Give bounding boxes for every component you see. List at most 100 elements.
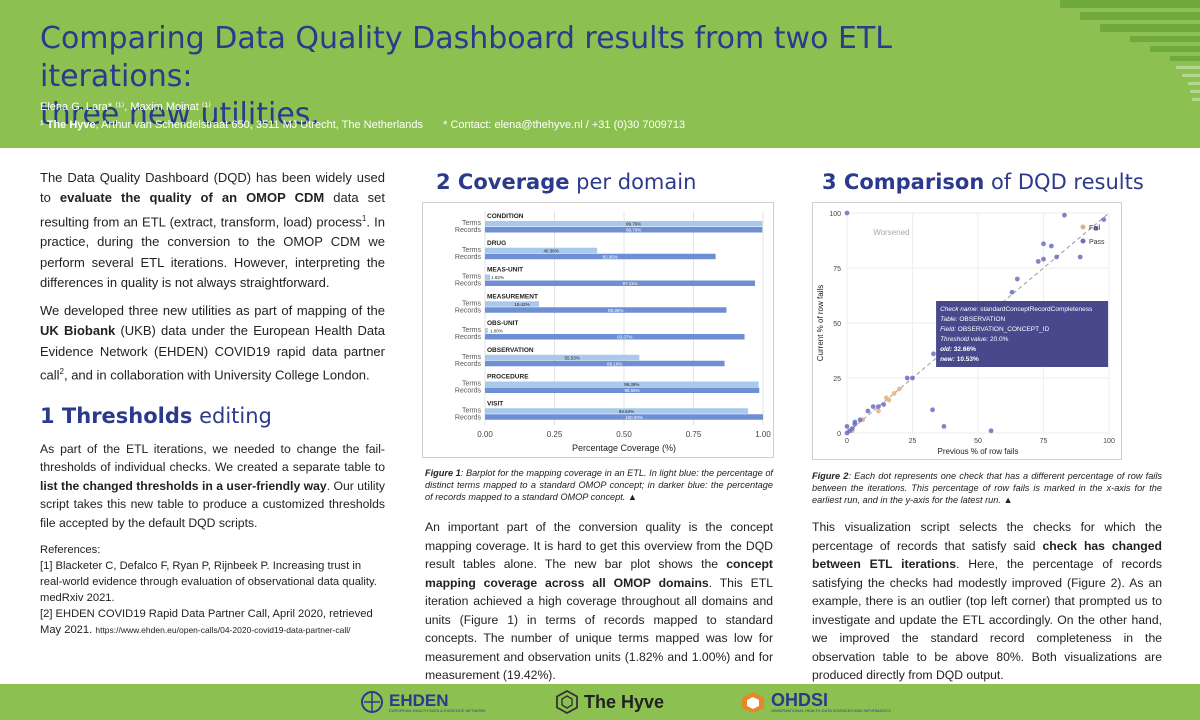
series-label-terms: Terms [462,407,482,414]
pass-point [857,417,863,423]
y-tick-label: 50 [833,321,841,328]
tooltip-key: Table: [940,316,959,323]
comparison-scatter-chart: 0 25 50 75 100 0 25 50 75 100 Worsened Previous % o… [816,210,1115,456]
pass-point [1077,254,1083,260]
records-data-label: 82.96% [603,254,618,259]
fail-point [886,397,892,403]
tooltip-value: 10.53% [957,356,979,363]
section-2-paragraph: An important part of the conversion qual… [425,520,773,682]
y-tick-label: 25 [833,376,841,383]
series-label-terms: Terms [462,327,482,334]
pass-point [904,375,910,381]
reference-1: [1] Blacketer C, Defalco F, Ryan P, Rijn… [40,560,377,605]
pass-point [910,375,915,381]
records-data-label: 98.65% [624,388,639,393]
category-label: MEASUREMENT [487,293,538,300]
poster-header: Comparing Data Quality Dashboard results… [0,0,1200,148]
references: References: [1] Blacketer C, Defalco F, … [40,542,385,638]
tooltip-line: Threshold value: 20.0% [940,336,1009,343]
category-label: CONDITION [487,213,524,220]
pass-point [1093,226,1099,231]
tooltip-value: OBSERVATION [959,316,1005,323]
series-label-records: Records [455,414,482,421]
poster-footer: EHDEN EUROPEAN HEALTH DATA & EVIDENCE NE… [0,684,1200,720]
tooltip-value: standardConceptRecordCompleteness [980,306,1093,313]
records-bar [485,227,763,233]
x-tick-label: 25 [909,438,917,445]
y-tick-label: 75 [833,266,841,273]
tooltip-line: old: 32.66% [940,346,976,353]
terms-bar [485,247,598,254]
fail-point [876,408,881,414]
tooltip-line: Field: OBSERVATION_CONCEPT_ID [940,326,1049,333]
records-data-label: 93.37% [617,335,632,340]
series-label-records: Records [455,281,482,288]
pass-point [844,424,850,429]
category-label: DRUG [487,240,506,247]
x-tick-label: 1.00 [755,430,771,439]
pass-point [1101,217,1107,222]
terms-data-label: 99.76% [626,222,641,227]
pass-point [876,404,881,409]
thehyve-wordmark: The Hyve [584,691,665,712]
terms-data-label: 55.53% [565,355,580,360]
pass-point [941,424,947,429]
series-label-records: Records [455,254,482,261]
terms-bar [485,408,749,414]
ehden-wordmark: EHDEN [389,690,449,710]
tooltip-box [936,301,1109,367]
x-tick-label: 0.75 [686,430,702,439]
y-tick-label: 0 [837,431,841,438]
series-label-terms: Terms [462,381,482,388]
intro-paragraph-1: The Data Quality Dashboard (DQD) has bee… [40,170,385,290]
ohdsi-subtitle: OBSERVATIONAL HEALTH DATA SCIENCES AND I… [771,708,891,713]
section-3-paragraph: This visualization script selects the ch… [812,520,1162,682]
series-label-terms: Terms [462,354,482,361]
terms-bar [485,381,759,387]
tooltip-key: Threshold value: [940,336,990,343]
pass-point [844,210,850,216]
section-3-paragraph-wrap: This visualization script selects the ch… [812,518,1162,685]
pass-point [881,402,887,407]
pass-point [1048,243,1054,249]
ehden-subtitle: EUROPEAN HEALTH DATA & EVIDENCE NETWORK [389,707,486,713]
tooltip-value: 32.66% [954,346,976,353]
series-label-terms: Terms [462,247,482,254]
series-label-terms: Terms [462,300,482,307]
terms-data-label: 1.00% [490,329,503,334]
figure-1-caption: Figure 1: Barplot for the mapping covera… [425,468,773,502]
affil-org: The Hyve [46,119,96,131]
y-tick-label: 100 [829,211,841,218]
terms-data-label: 94.64% [619,409,634,414]
tooltip-line: new: 10.53% [940,356,979,363]
records-bar [485,387,760,393]
pass-point [870,404,876,409]
terms-data-label: 1.82% [491,275,504,280]
left-column: The Data Quality Dashboard (DQD) has bee… [40,168,385,638]
thehyve-hexagon-icon [556,690,578,714]
series-label-records: Records [455,388,482,395]
y-axis-label: Current % of row fails [816,285,825,361]
pass-point [1041,241,1046,247]
series-label-terms: Terms [462,220,482,227]
series-label-records: Records [455,334,482,341]
records-data-label: 86.86% [608,308,623,313]
thehyve-logo: The Hyve [555,688,664,716]
tooltip-key: Check name: [940,306,980,313]
decorative-pattern-icon [1060,0,1200,101]
pass-point [1062,212,1067,218]
records-bar [485,360,725,367]
x-tick-label: 75 [1040,438,1048,445]
section-3-heading-wrap: 3 Comparison of DQD results [822,170,1182,194]
figure-2-caption: Figure 2: Each dot represents one check … [812,471,1162,505]
tooltip-key: new: [940,356,957,363]
affil-address: , Arthur van Schendelstraat 650, 3511 MJ… [95,119,423,131]
ehden-logo: EHDEN EUROPEAN HEALTH DATA & EVIDENCE NE… [360,688,486,716]
intro-paragraph-2: We developed three new utilities as part… [40,303,385,383]
records-bar [485,280,755,286]
reference-2-url[interactable]: https://www.ehden.eu/open-calls/04-2020-… [95,625,351,636]
tooltip-line: Check name: standardConceptRecordComplet… [940,306,1093,313]
pass-point [1009,289,1015,295]
pass-point [1035,259,1041,264]
pass-point [930,407,935,413]
